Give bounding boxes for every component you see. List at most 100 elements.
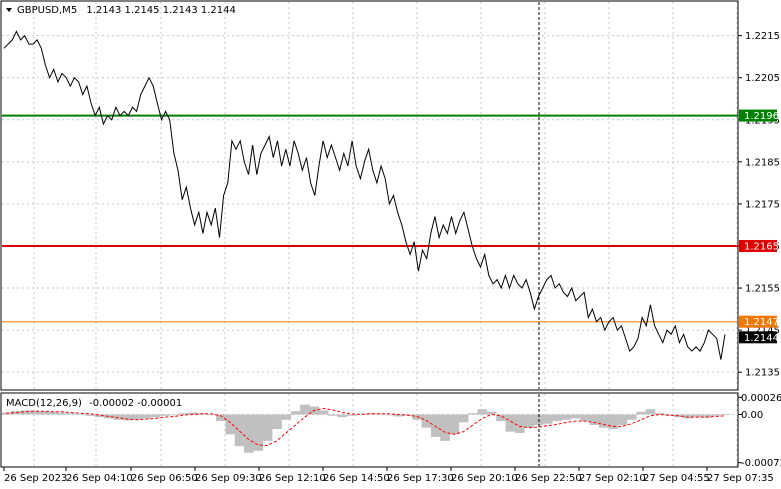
level-lines	[2, 114, 738, 323]
dropdown-triangle-icon[interactable]	[6, 8, 12, 12]
price-axis-label: 1.2205	[745, 73, 780, 84]
price-axis-label: 1.2175	[745, 199, 780, 210]
macd-histogram-bar	[318, 410, 329, 415]
macd-histogram-bar	[234, 414, 245, 447]
price-axis-label: 1.2215	[745, 31, 780, 42]
macd-histogram-bar	[290, 411, 301, 415]
macd-histogram-bar	[188, 412, 198, 415]
macd-histogram-bar	[57, 412, 67, 415]
level-tag-label: 1.2147	[744, 317, 779, 328]
macd-histogram-bar	[393, 414, 404, 417]
macd-histogram-bar	[76, 413, 86, 415]
macd-histogram-bar	[561, 414, 572, 420]
macd-histogram-bar	[636, 411, 646, 415]
macd-histogram-bar	[10, 411, 21, 415]
macd-histogram-bar	[654, 413, 665, 415]
macd-header: MACD(12,26,9) -0.00002 -0.00001	[6, 398, 182, 409]
macd-histogram-bar	[617, 414, 628, 426]
time-axis-label: 26 Sep 14:50	[323, 473, 390, 484]
macd-series	[1, 404, 730, 453]
macd-histogram-bar	[253, 414, 264, 451]
macd-histogram-bar	[262, 414, 273, 441]
macd-histogram-bar	[281, 414, 292, 420]
macd-histogram-bar	[449, 414, 460, 435]
macd-histogram-bar	[365, 413, 376, 415]
macd-histogram-bar	[496, 414, 506, 422]
price-line	[3, 30, 726, 360]
macd-histogram-bar	[645, 409, 656, 415]
macd-histogram-bar	[244, 414, 254, 453]
time-axis-label: 27 Sep 07:35	[707, 473, 774, 484]
price-axis-label: 1.2135	[745, 368, 780, 379]
macd-histogram-bar	[38, 411, 49, 415]
macd-histogram-bar	[589, 414, 600, 426]
macd-axis-label: 0.00026	[741, 393, 781, 404]
time-axis-label: 26 Sep 2023	[4, 473, 67, 484]
macd-histogram-bar	[94, 414, 105, 418]
macd-histogram-bar	[169, 414, 180, 416]
current-price-tag	[739, 331, 777, 344]
macd-signal-line	[5, 407, 726, 447]
macd-histogram-bar	[104, 414, 114, 419]
macd-histogram-bar	[225, 414, 236, 435]
macd-histogram-bar	[160, 414, 170, 416]
macd-histogram-bar	[626, 414, 637, 420]
macd-histogram-bar	[542, 414, 553, 424]
macd-histogram-bar	[113, 414, 124, 420]
macd-histogram-bar	[692, 414, 702, 418]
macd-histogram-bar	[272, 414, 282, 430]
macd-histogram-bar	[514, 414, 525, 433]
level-tag-label: 1.2196	[744, 111, 779, 122]
macd-histogram-bar	[701, 414, 712, 418]
macd-histogram-bar	[524, 414, 534, 428]
macd-histogram-bar	[720, 413, 730, 415]
macd-histogram-bar	[384, 414, 394, 416]
macd-histogram-bar	[440, 414, 450, 441]
macd-histogram-bar	[505, 414, 516, 432]
level-tag	[739, 109, 777, 122]
macd-histogram-bar	[580, 414, 590, 422]
macd-axis-labels: 0.00026 0.00 -0.00073	[738, 393, 781, 469]
macd-axis-label: 0.00	[741, 410, 763, 421]
level-tag-label: 1.2165	[744, 241, 779, 252]
macd-histogram-bar	[552, 414, 562, 422]
macd-histogram-bar	[20, 410, 30, 415]
vertical-grid	[33, 2, 738, 466]
chart-symbol: GBPUSD,M5 1.2143 1.2145 1.2143 1.2144	[17, 5, 236, 16]
time-axis-label: 26 Sep 22:50	[515, 473, 582, 484]
time-axis-label: 27 Sep 02:10	[579, 473, 646, 484]
macd-histogram-bar	[570, 414, 581, 419]
macd-histogram-bar	[300, 404, 310, 415]
macd-histogram-bar	[533, 414, 544, 426]
price-axis-label: 1.2155	[745, 284, 780, 295]
price-axis-label: 1.2185	[745, 157, 780, 168]
macd-histogram-bar	[122, 414, 133, 421]
time-axis-label: 27 Sep 04:55	[643, 473, 710, 484]
macd-histogram-bar	[486, 411, 497, 415]
macd-histogram-bar	[150, 414, 161, 418]
macd-histogram-bar	[664, 414, 674, 416]
macd-axis-label: -0.00073	[741, 458, 781, 469]
macd-histogram-bar	[430, 414, 441, 437]
macd-histogram-bar	[206, 414, 217, 416]
macd-histogram-bar	[29, 410, 39, 415]
current-price-label: 1.2144	[744, 333, 779, 344]
macd-histogram-bar	[216, 414, 226, 422]
price-panel	[0, 0, 739, 391]
macd-panel	[0, 392, 739, 468]
macd-histogram-bar	[66, 413, 77, 415]
price-tags: 1.2196 1.2165 1.2147 1.2144	[739, 109, 779, 344]
price-axis-label: 1.2145	[745, 326, 780, 337]
time-axis-label: 26 Sep 20:10	[451, 473, 518, 484]
level-tag	[739, 315, 777, 328]
macd-histogram-bar	[682, 414, 693, 419]
time-axis-label: 26 Sep 04:10	[66, 473, 133, 484]
time-axis-label: 26 Sep 12:10	[259, 473, 326, 484]
macd-histogram-bar	[458, 414, 469, 423]
macd-histogram-bar	[337, 414, 348, 418]
time-axis-label: 26 Sep 17:30	[387, 473, 454, 484]
macd-histogram-bar	[477, 409, 488, 415]
macd-histogram-bar	[598, 414, 609, 428]
time-axis-label: 26 Sep 06:50	[131, 473, 198, 484]
